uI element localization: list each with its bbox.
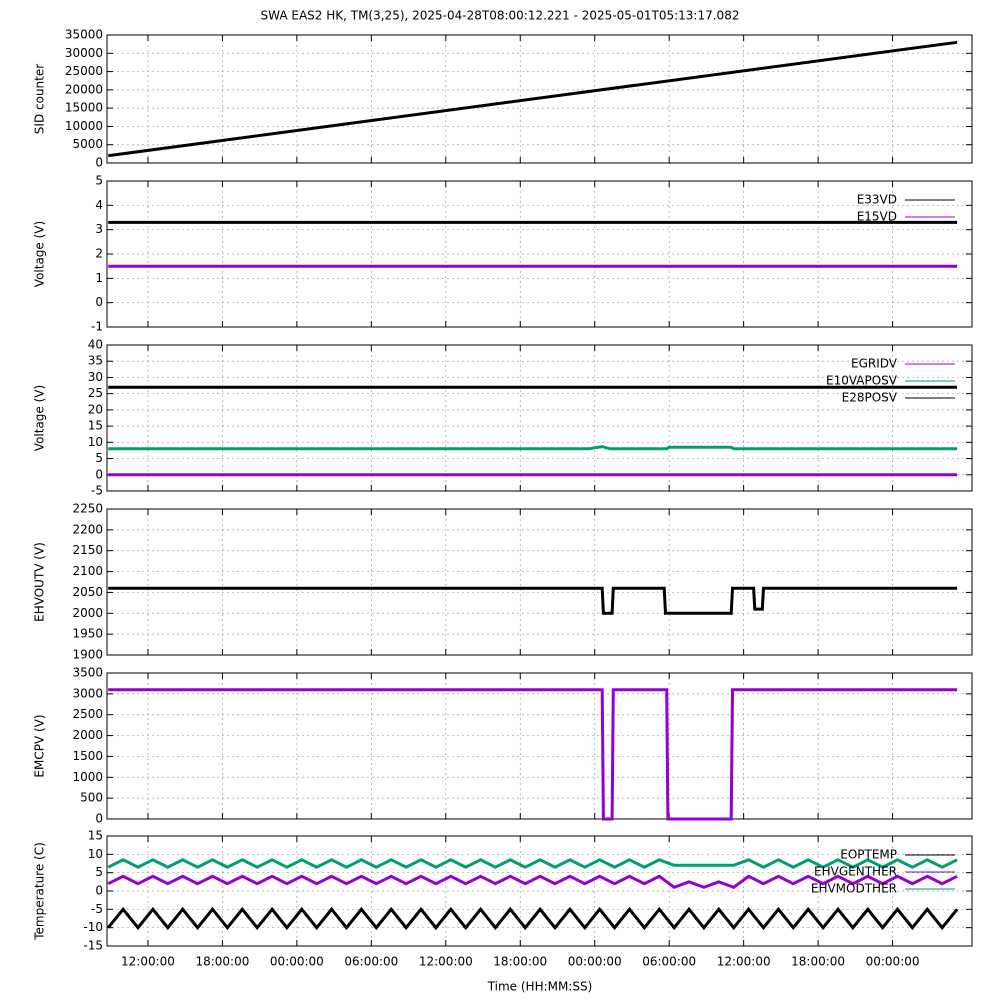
y-tick-label: -10	[83, 920, 103, 934]
series-line	[107, 906, 959, 931]
y-tick-label: 3500	[72, 666, 103, 680]
y-tick-label: 2000	[72, 728, 103, 742]
y-tick-label: 10000	[65, 119, 103, 133]
y-tick-label: 0	[95, 156, 103, 170]
y-tick-label: 35000	[65, 28, 103, 42]
x-tick-label: 12:00:00	[121, 955, 175, 969]
y-tick-label: 5000	[72, 137, 103, 151]
x-tick-label: 18:00:00	[493, 955, 547, 969]
plot-frame	[106, 835, 973, 947]
y-tick-label: 2000	[72, 606, 103, 620]
y-tick-label: 1	[95, 271, 103, 285]
y-axis-label: Temperature (C)	[33, 842, 47, 941]
y-tick-label: 1950	[72, 627, 103, 641]
y-tick-label: 35	[88, 354, 103, 368]
x-tick-label: 06:00:00	[642, 955, 696, 969]
y-tick-label: 0	[95, 812, 103, 826]
y-axis-label: Voltage (V)	[33, 221, 47, 287]
y-axis-label: Voltage (V)	[33, 385, 47, 451]
y-tick-label: 2250	[72, 502, 103, 516]
plot-frame	[106, 672, 973, 820]
y-axis-label: EHVOUTV (V)	[33, 542, 47, 622]
y-tick-label: 15000	[65, 101, 103, 115]
x-axis-label: Time (HH:MM:SS)	[487, 980, 593, 994]
y-tick-label: 1900	[72, 648, 103, 662]
x-tick-label: 00:00:00	[866, 955, 920, 969]
series-line	[108, 40, 958, 158]
legend-label: EGRIDV	[851, 357, 898, 371]
plot-frame	[106, 344, 973, 492]
y-tick-label: 25000	[65, 64, 103, 78]
y-tick-label: -1	[91, 320, 103, 334]
x-tick-label: 06:00:00	[344, 955, 398, 969]
y-tick-label: 5	[95, 174, 103, 188]
y-tick-label: 15	[88, 419, 103, 433]
y-tick-label: 1500	[72, 749, 103, 763]
legend-label: EHVGENTHER	[814, 865, 897, 879]
series-line	[107, 874, 958, 889]
y-tick-label: 2050	[72, 585, 103, 599]
y-tick-label: -5	[91, 484, 103, 498]
x-tick-label: 18:00:00	[791, 955, 845, 969]
y-tick-label: 2100	[72, 564, 103, 578]
x-tick-label: 12:00:00	[717, 955, 771, 969]
legend-label: E28POSV	[842, 391, 898, 405]
y-tick-label: 20	[88, 402, 103, 416]
y-tick-label: 30	[88, 370, 103, 384]
y-tick-label: 2500	[72, 707, 103, 721]
y-tick-label: 0	[95, 467, 103, 481]
y-tick-label: 2	[95, 247, 103, 261]
y-tick-label: 5	[95, 451, 103, 465]
plot-frame	[106, 508, 973, 656]
y-tick-label: 1000	[72, 770, 103, 784]
y-tick-label: 20000	[65, 82, 103, 96]
x-tick-label: 00:00:00	[568, 955, 622, 969]
y-tick-label: 0	[95, 295, 103, 309]
x-tick-label: 00:00:00	[270, 955, 324, 969]
y-tick-label: 30000	[65, 46, 103, 60]
series-line	[108, 688, 958, 821]
y-tick-label: 500	[80, 791, 103, 805]
y-tick-label: 15	[88, 829, 103, 843]
legend-label: E10VAPOSV	[826, 374, 898, 388]
y-tick-label: 10	[88, 435, 103, 449]
legend-label: E33VD	[857, 193, 897, 207]
y-tick-label: 10	[88, 847, 103, 861]
y-tick-label: 3	[95, 222, 103, 236]
legend-label: E15VD	[857, 210, 897, 224]
y-tick-label: -5	[91, 902, 103, 916]
y-tick-label: -15	[83, 939, 103, 953]
figure-title: SWA EAS2 HK, TM(3,25), 2025-04-28T08:00:…	[261, 9, 740, 23]
plot-frame	[106, 34, 973, 164]
legend-label: EOPTEMP	[840, 848, 897, 862]
plot-frame	[106, 180, 973, 328]
y-tick-label: 40	[88, 338, 103, 352]
y-tick-label: 25	[88, 386, 103, 400]
x-tick-label: 12:00:00	[419, 955, 473, 969]
y-tick-label: 3000	[72, 686, 103, 700]
x-tick-label: 18:00:00	[195, 955, 249, 969]
y-axis-label: SID counter	[33, 64, 47, 134]
y-axis-label: EMCPV (V)	[33, 714, 47, 777]
legend-label: EHVMODTHER	[811, 882, 897, 896]
y-tick-label: 0	[95, 884, 103, 898]
series-line	[107, 858, 958, 869]
y-tick-label: 2150	[72, 543, 103, 557]
y-tick-label: 4	[95, 198, 103, 212]
series-line	[108, 586, 958, 615]
y-tick-label: 5	[95, 865, 103, 879]
series-line	[108, 445, 958, 451]
y-tick-label: 2200	[72, 522, 103, 536]
